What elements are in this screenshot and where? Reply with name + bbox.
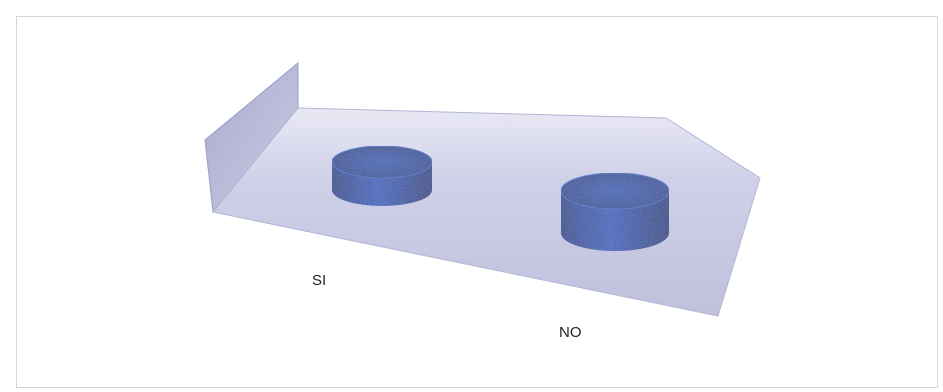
bar-no — [560, 172, 670, 251]
bar-si — [331, 145, 433, 206]
category-labels: SI NO — [312, 272, 582, 341]
bars-group — [331, 145, 670, 251]
chart-floor — [212, 107, 761, 317]
category-label-si: SI — [312, 272, 326, 289]
bar-si-top — [331, 145, 433, 179]
bar-no-top — [560, 172, 670, 210]
category-label-no: NO — [559, 324, 582, 341]
